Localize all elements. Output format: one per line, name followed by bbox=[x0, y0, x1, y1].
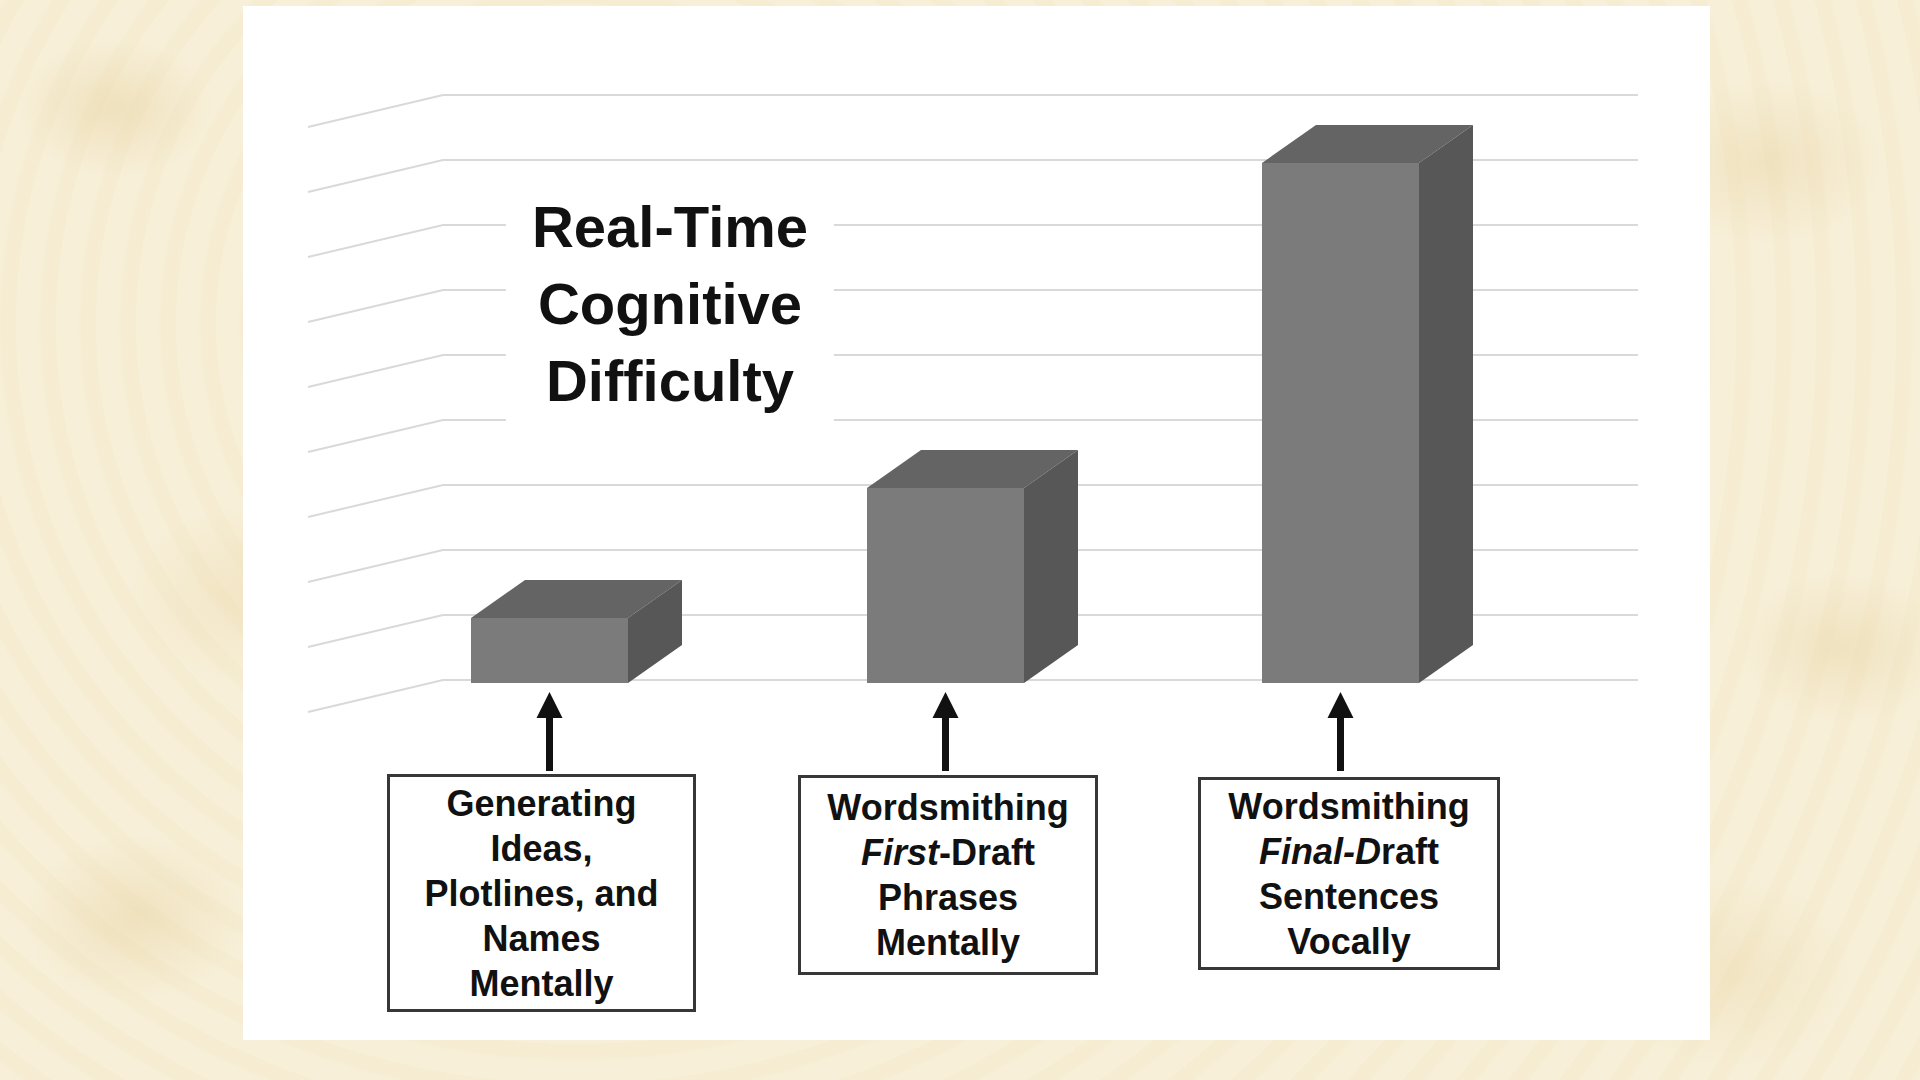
category-label-line: Wordsmithing bbox=[1228, 784, 1469, 829]
category-label-line: Phrases bbox=[878, 875, 1018, 920]
category-label-line: Mentally bbox=[469, 961, 613, 1006]
slide-background: { "page": { "background_color": "#f7efd8… bbox=[0, 0, 1920, 1080]
category-label-line: Final-Draft bbox=[1259, 829, 1439, 874]
category-label-line: Wordsmithing bbox=[827, 785, 1068, 830]
category-label-box: GeneratingIdeas,Plotlines, andNamesMenta… bbox=[387, 774, 696, 1012]
category-label-box: WordsmithingFinal-DraftSentencesVocally bbox=[1198, 777, 1500, 970]
category-label-line: First-Draft bbox=[861, 830, 1035, 875]
category-label-line: Vocally bbox=[1287, 919, 1410, 964]
category-label-line: Names bbox=[482, 916, 600, 961]
category-label-box: WordsmithingFirst-DraftPhrasesMentally bbox=[798, 775, 1098, 975]
category-label-line: Plotlines, and bbox=[424, 871, 658, 916]
category-labels: GeneratingIdeas,Plotlines, andNamesMenta… bbox=[0, 0, 1920, 1080]
category-label-line: Ideas, bbox=[490, 826, 592, 871]
category-label-line: Mentally bbox=[876, 920, 1020, 965]
category-label-line: Sentences bbox=[1259, 874, 1439, 919]
category-label-line: Generating bbox=[446, 781, 636, 826]
